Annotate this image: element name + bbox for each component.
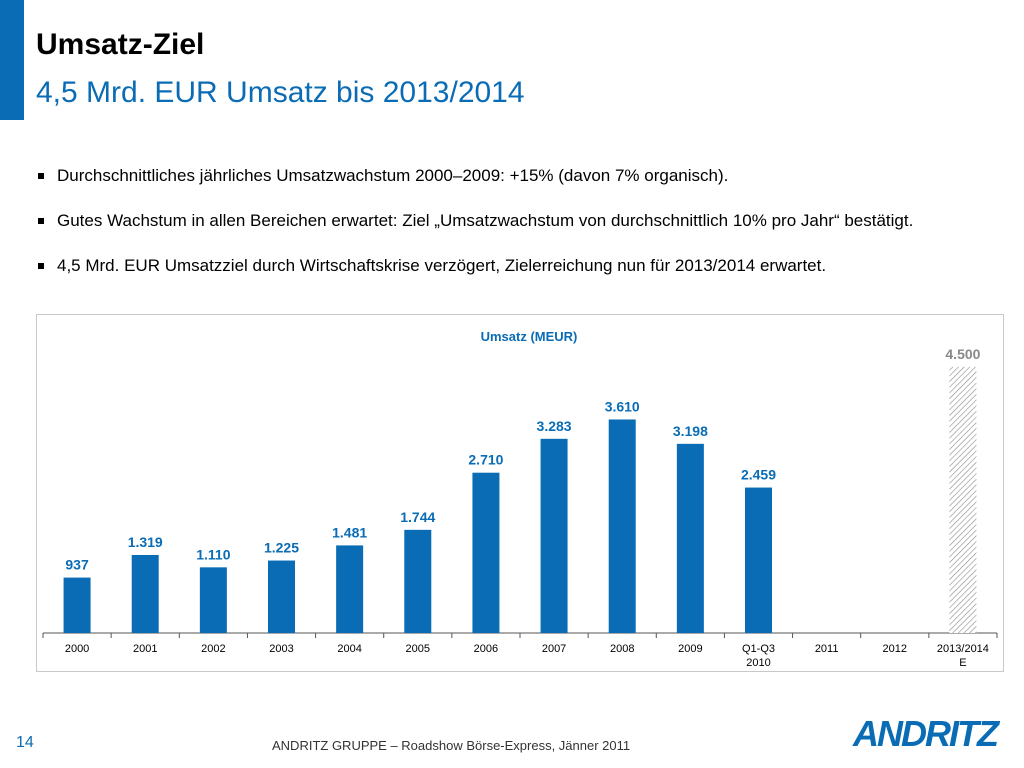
bullet-item: Durchschnittliches jährliches Umsatzwach… [36,164,996,188]
x-tick-label: 2006 [474,643,498,655]
bar-value-label: 3.610 [605,398,640,414]
x-tick-label: 2010 [746,657,770,669]
bar-value-label: 937 [65,557,89,573]
bar-value-label: 1.481 [332,524,367,540]
x-tick-label: 2004 [337,643,361,655]
andritz-logo: ANDRITZ [852,713,1003,754]
bar-value-label: 3.198 [673,423,708,439]
x-tick-label: 2009 [678,643,702,655]
revenue-bar [745,487,772,633]
bullet-item: 4,5 Mrd. EUR Umsatzziel durch Wirtschaft… [36,254,996,278]
revenue-bar [540,438,568,633]
x-tick-label: 2013/2014 [937,643,989,655]
accent-bar [0,0,24,120]
revenue-bar [131,554,159,633]
revenue-bar [676,443,704,633]
bullet-item: Gutes Wachstum in allen Bereichen erwart… [36,209,996,233]
x-tick-label: 2002 [201,643,225,655]
x-tick-label: Q1-Q3 [742,643,775,655]
chart-canvas: Umsatz (MEUR) 937 2000 1.319 2001 1.110 2002 1… [42,329,998,669]
x-tick-label: 2005 [406,643,430,655]
x-tick-label: 2003 [269,643,293,655]
revenue-bar [63,577,91,633]
revenue-bar [472,472,500,633]
bullet-marker [38,173,44,179]
revenue-bar [199,567,227,633]
x-tick-label: 2000 [65,643,89,655]
bar-value-label: 4.500 [945,346,980,362]
bullet-text: 4,5 Mrd. EUR Umsatzziel durch Wirtschaft… [57,256,827,275]
x-tick-label: 2008 [610,643,634,655]
slide-subtitle: 4,5 Mrd. EUR Umsatz bis 2013/2014 [36,76,525,109]
chart-title: Umsatz (MEUR) [481,329,578,344]
bar-value-label: 1.110 [196,546,230,562]
bullet-marker [38,263,44,269]
x-tick-label: 2007 [542,643,566,655]
page-number: 14 [16,734,34,751]
slide-title: Umsatz-Ziel [36,28,205,61]
revenue-bar [268,560,295,633]
revenue-bar [404,529,432,633]
bar-value-label: 3.283 [537,418,572,434]
x-tick-label: 2001 [133,643,157,655]
bar-value-label: 1.225 [264,540,299,556]
bullet-list: Durchschnittliches jährliches Umsatzwach… [36,164,996,299]
bullet-text: Durchschnittliches jährliches Umsatzwach… [57,166,729,185]
revenue-bar [336,545,364,633]
bar-value-label: 1.744 [400,509,435,525]
revenue-bar [608,419,636,633]
x-tick-label: 2011 [815,643,839,655]
bar-value-label: 2.710 [468,452,503,468]
bar-value-label: 2.459 [741,467,776,483]
x-tick-label: E [959,657,966,669]
revenue-chart: Umsatz (MEUR) 937 2000 1.319 2001 1.110 2002 1… [36,314,1004,672]
footer-text: ANDRITZ GRUPPE – Roadshow Börse-Express,… [272,738,631,753]
bar-value-label: 1.319 [128,534,163,550]
x-tick-label: 2012 [883,643,907,655]
target-bar [949,366,977,633]
bullet-marker [38,218,44,224]
bullet-text: Gutes Wachstum in allen Bereichen erwart… [57,211,914,230]
logo-text: ANDRITZ [852,713,1001,754]
